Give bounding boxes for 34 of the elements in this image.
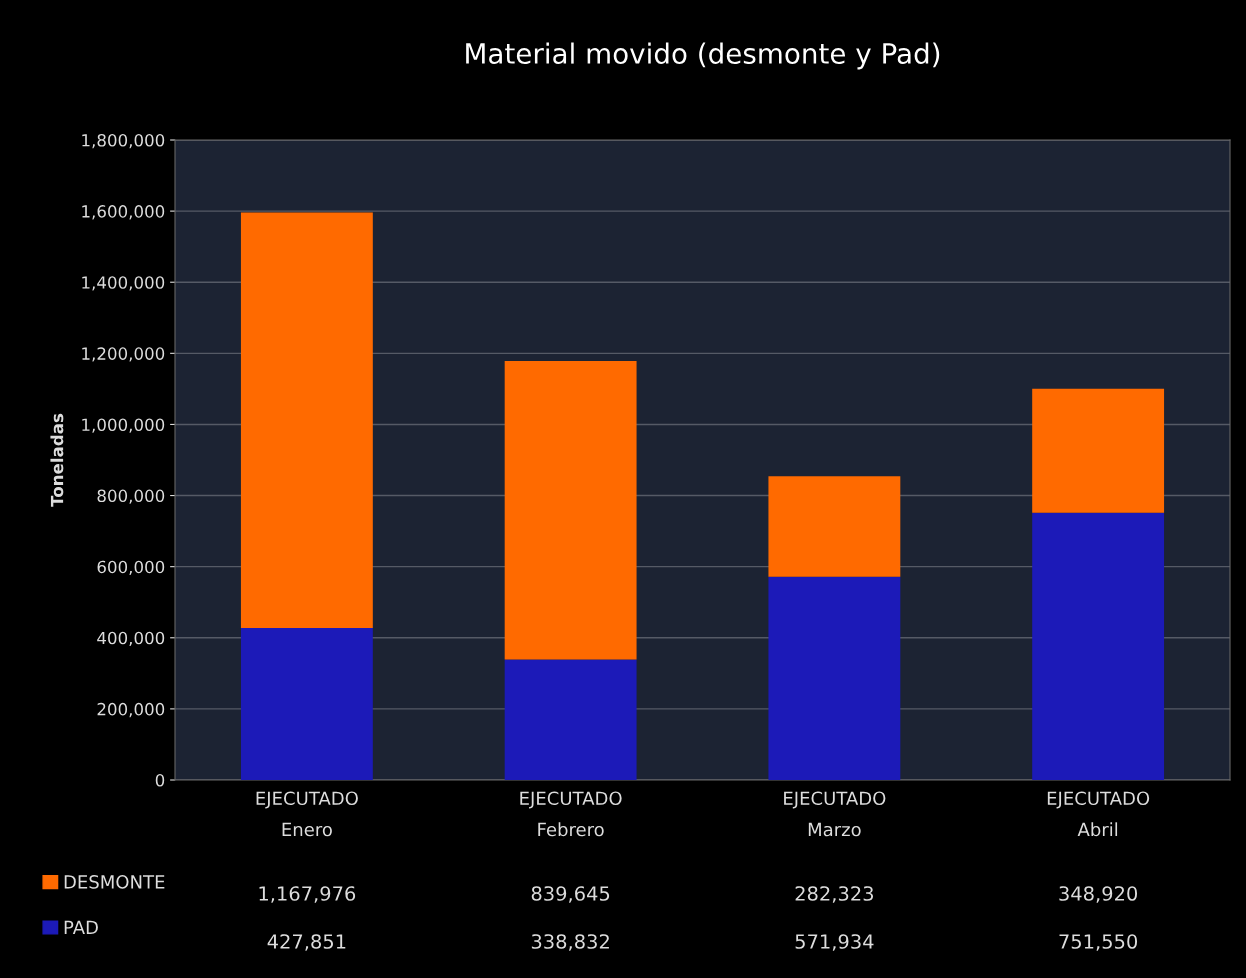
data-label: 338,832	[531, 934, 609, 951]
data-label: 839,645	[531, 886, 610, 903]
x-tick-label: EJECUTADO Abril	[1047, 791, 1150, 837]
bar	[504, 360, 637, 660]
bar	[768, 576, 901, 780]
y-axis-title: Toneladas	[50, 413, 64, 507]
y-tick-label: 1,600,000	[82, 205, 165, 220]
y-tick-label: 200,000	[97, 702, 165, 718]
y-tick-label: 0	[155, 773, 165, 787]
y-tick-label: 1,200,000	[82, 347, 165, 362]
chart-title: Material movido (desmonte y Pad)	[466, 42, 940, 70]
legend-label: PAD	[64, 920, 98, 934]
y-tick-label: 1,000,000	[82, 418, 165, 433]
y-tick-label: 600,000	[97, 560, 165, 575]
y-tick-label: 1,800,000	[82, 133, 165, 149]
bar	[240, 627, 373, 780]
x-tick-label: EJECUTADO Febrero	[520, 791, 622, 837]
bar	[1032, 388, 1165, 513]
data-label: 282,323	[795, 886, 874, 903]
bar	[504, 659, 637, 780]
x-tick-label: EJECUTADO Marzo	[784, 791, 886, 837]
bar	[1032, 512, 1165, 780]
y-tick-label: 800,000	[97, 489, 165, 504]
y-tick-label: 1,400,000	[82, 276, 165, 291]
legend-label: DESMONTE	[64, 875, 165, 889]
data-label: 751,550	[1059, 934, 1138, 951]
bar	[768, 476, 901, 577]
data-label: 427,851	[267, 934, 346, 951]
data-label: 348,920	[1059, 886, 1138, 903]
data-label: 1,167,976	[259, 886, 356, 903]
bar	[240, 212, 373, 628]
data-label: 571,934	[795, 934, 874, 951]
x-tick-label: EJECUTADO Enero	[256, 791, 358, 837]
y-tick-label: 400,000	[97, 631, 165, 647]
